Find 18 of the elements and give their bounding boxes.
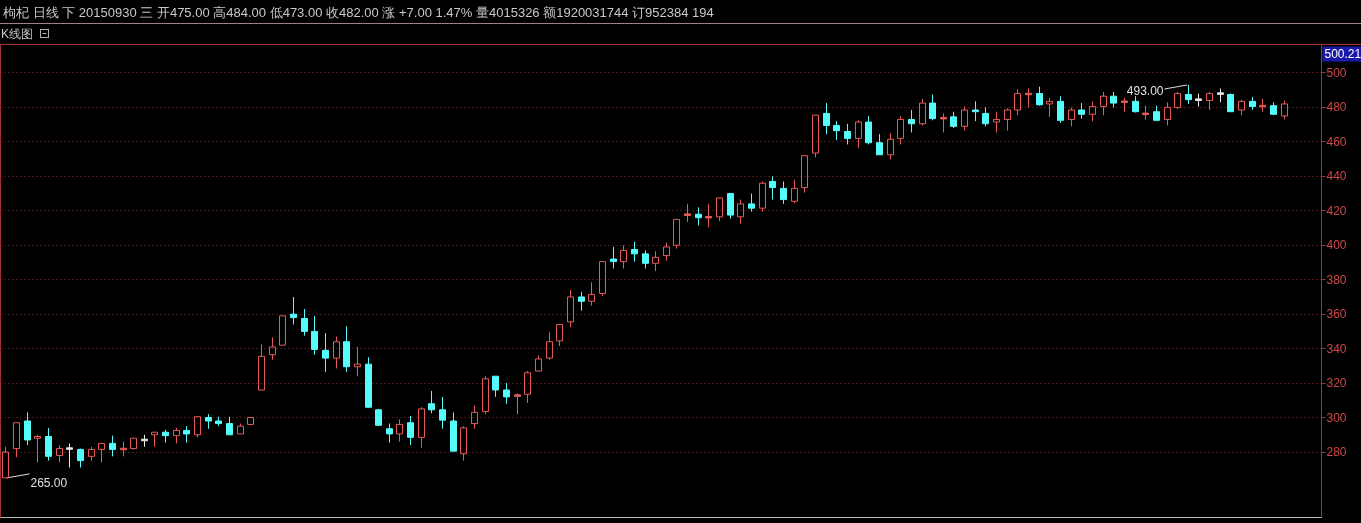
y-tick-label: 420 — [1326, 203, 1347, 218]
y-tick-label: 320 — [1326, 376, 1347, 391]
y-tick-label: 440 — [1326, 169, 1347, 184]
subtitle: K线图 — [1, 27, 33, 41]
y-tick-label: 500 — [1326, 65, 1347, 80]
annotation: 265.00 — [6, 473, 68, 490]
annotation: 493.00 — [1126, 83, 1164, 98]
y-tick-label: 460 — [1326, 134, 1347, 149]
annotation: 493.00 — [1126, 84, 1188, 98]
y-tick-label: 340 — [1326, 341, 1347, 356]
y-tick-label: 480 — [1326, 100, 1347, 115]
annotation: 265.00 — [30, 475, 68, 490]
y-tick-label: 280 — [1326, 445, 1347, 459]
title: 枸杞 日线 下 20150930 三 开475.00 高484.00 低473.00 收482.00 涨 +7.00 1.47% 量4015326 额1920031744 订952384 194 — [3, 5, 714, 20]
y-tick-label: 400 — [1326, 238, 1347, 253]
y-tick-label: 380 — [1326, 272, 1347, 287]
y-tick-label: 360 — [1326, 307, 1347, 322]
y-tick-label: 300 — [1326, 410, 1347, 425]
